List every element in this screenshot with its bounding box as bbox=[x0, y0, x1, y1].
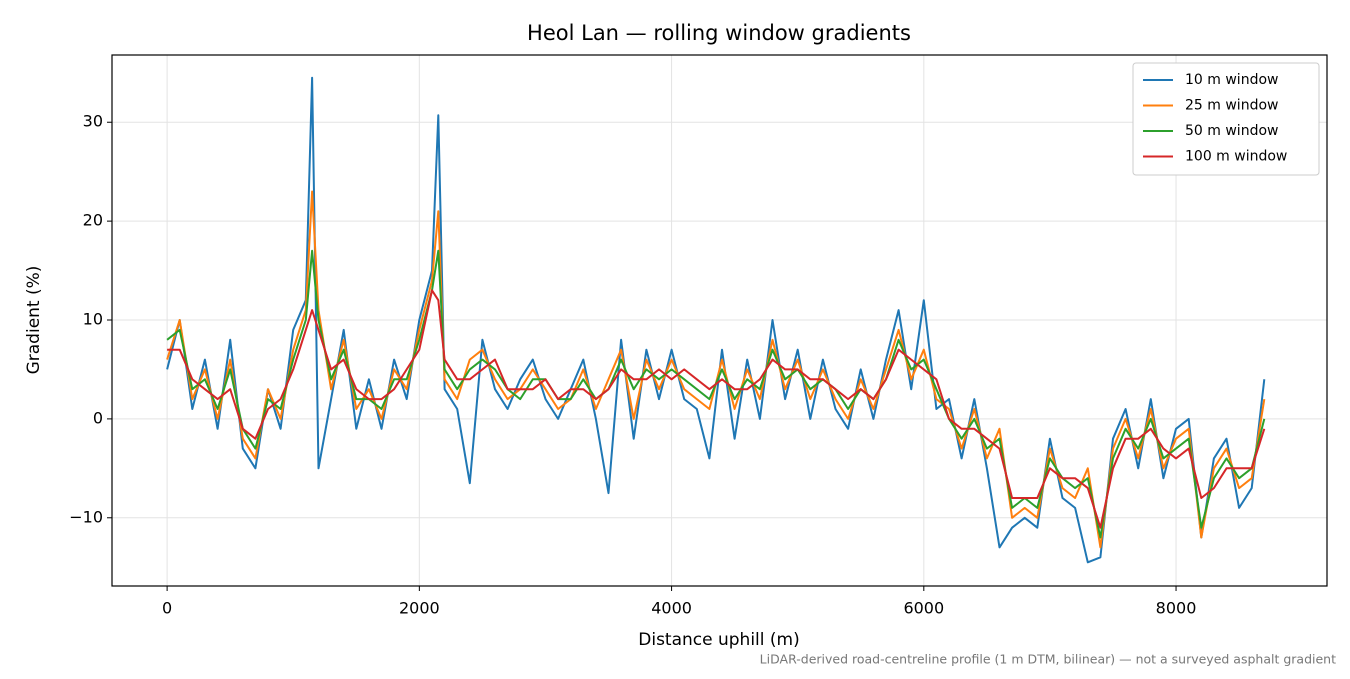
y-tick-label: 30 bbox=[83, 112, 103, 131]
x-tick-label: 8000 bbox=[1156, 599, 1197, 618]
y-tick-label: −10 bbox=[69, 507, 103, 526]
series-line bbox=[166, 190, 1266, 549]
chart-title: Heol Lan — rolling window gradients bbox=[527, 21, 911, 45]
legend-label: 25 m window bbox=[1185, 98, 1278, 114]
series-line bbox=[166, 76, 1266, 564]
legend-label: 100 m window bbox=[1185, 149, 1287, 165]
series-line bbox=[166, 249, 1266, 539]
x-tick-label: 4000 bbox=[651, 599, 692, 618]
x-axis-label: Distance uphill (m) bbox=[638, 630, 799, 650]
x-tick-label: 6000 bbox=[903, 599, 944, 618]
x-tick-label: 0 bbox=[162, 599, 172, 618]
legend-box bbox=[1132, 62, 1320, 176]
y-axis-label: Gradient (%) bbox=[24, 266, 44, 375]
x-tick-label: 2000 bbox=[399, 599, 440, 618]
footnote: LiDAR-derived road-centreline profile (1… bbox=[760, 652, 1336, 667]
y-tick-label: 0 bbox=[93, 408, 103, 427]
plot-frame bbox=[111, 54, 1328, 587]
legend-label: 10 m window bbox=[1185, 72, 1278, 88]
y-tick-label: 20 bbox=[83, 211, 103, 230]
legend-label: 50 m window bbox=[1185, 123, 1278, 139]
series-line bbox=[167, 289, 1266, 529]
y-tick-label: 10 bbox=[83, 310, 103, 329]
